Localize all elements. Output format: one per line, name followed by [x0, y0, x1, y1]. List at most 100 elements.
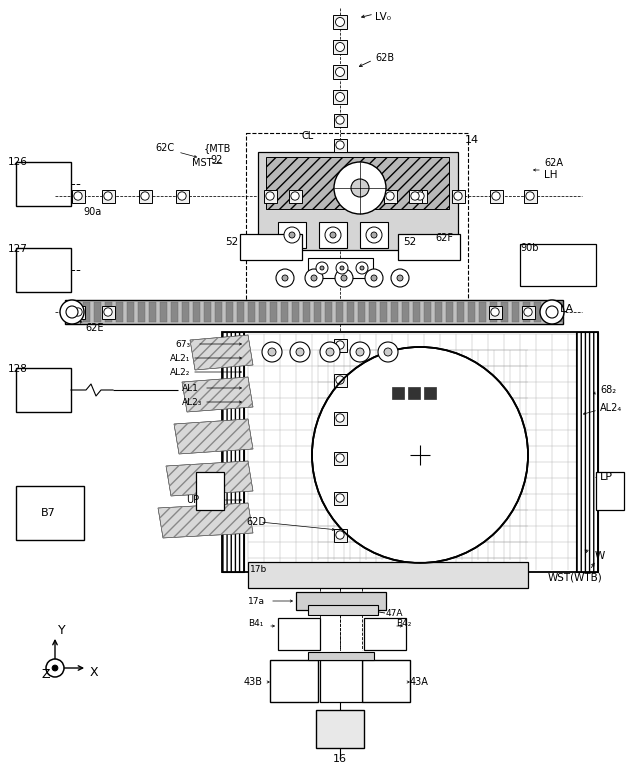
Bar	[278, 222, 306, 248]
Bar	[193, 302, 200, 322]
Bar	[258, 152, 458, 250]
Bar	[292, 302, 299, 322]
Text: LP: LP	[600, 472, 613, 482]
Bar	[72, 302, 79, 322]
Bar	[479, 302, 486, 322]
Bar	[16, 368, 71, 412]
Circle shape	[336, 262, 348, 274]
Bar	[127, 302, 134, 322]
Circle shape	[336, 376, 344, 384]
Bar	[435, 302, 442, 322]
Circle shape	[290, 342, 310, 362]
Bar	[138, 302, 145, 322]
Circle shape	[316, 262, 328, 274]
Bar	[16, 162, 71, 206]
Text: 17b: 17b	[250, 565, 268, 575]
Bar	[246, 133, 468, 315]
Text: 62F: 62F	[435, 233, 453, 243]
Circle shape	[384, 348, 392, 356]
Circle shape	[296, 348, 304, 356]
Bar	[520, 244, 596, 286]
Bar	[270, 660, 318, 702]
Circle shape	[46, 659, 64, 677]
Bar	[270, 302, 277, 322]
Bar	[204, 302, 211, 322]
Bar	[83, 302, 90, 322]
Circle shape	[326, 348, 334, 356]
Bar	[102, 306, 115, 318]
Circle shape	[386, 192, 394, 200]
Circle shape	[311, 275, 317, 281]
Bar	[278, 618, 320, 650]
Text: 43B: 43B	[244, 677, 263, 687]
Circle shape	[360, 266, 364, 270]
Circle shape	[74, 308, 82, 316]
Bar	[490, 302, 497, 322]
Text: 14: 14	[465, 135, 479, 145]
Text: AL2₃: AL2₃	[182, 397, 202, 406]
Circle shape	[330, 232, 336, 238]
Circle shape	[341, 275, 347, 281]
Bar	[333, 528, 346, 542]
Bar	[369, 302, 376, 322]
Bar	[65, 300, 563, 324]
Bar	[391, 302, 398, 322]
Bar	[171, 302, 178, 322]
Circle shape	[335, 42, 344, 52]
Bar	[333, 412, 346, 424]
Bar	[240, 234, 302, 260]
Bar	[149, 302, 156, 322]
Bar	[215, 302, 222, 322]
Bar	[314, 302, 321, 322]
Circle shape	[276, 269, 294, 287]
Text: 62A: 62A	[544, 158, 563, 168]
Bar	[596, 472, 624, 510]
Circle shape	[104, 308, 112, 316]
Bar	[316, 710, 364, 748]
Text: 90a: 90a	[83, 207, 101, 217]
Text: WST(WTB): WST(WTB)	[548, 572, 603, 582]
Bar	[402, 302, 409, 322]
Bar	[333, 139, 346, 151]
Bar	[308, 258, 373, 278]
Bar	[296, 592, 386, 610]
Circle shape	[378, 342, 398, 362]
Text: Y: Y	[58, 625, 66, 637]
Circle shape	[262, 342, 282, 362]
Text: X: X	[90, 666, 99, 678]
Bar	[320, 660, 362, 702]
Text: B7: B7	[40, 508, 56, 518]
Bar	[398, 234, 460, 260]
Text: MST―: MST―	[192, 158, 222, 168]
Text: {MTB: {MTB	[204, 143, 232, 153]
Circle shape	[336, 341, 344, 349]
Text: AL2₂: AL2₂	[170, 368, 190, 376]
Text: AL2₄: AL2₄	[600, 403, 622, 413]
Bar	[364, 618, 406, 650]
Circle shape	[312, 347, 528, 563]
Text: 62D: 62D	[246, 517, 266, 527]
Circle shape	[397, 275, 403, 281]
Bar	[325, 302, 332, 322]
Text: LV₀: LV₀	[375, 12, 391, 22]
Bar	[336, 302, 343, 322]
Text: 128: 128	[8, 364, 28, 374]
Text: Z: Z	[42, 669, 51, 681]
Circle shape	[416, 192, 424, 200]
Text: 62B: 62B	[375, 53, 394, 63]
Text: LH: LH	[544, 170, 557, 180]
Text: B4₂: B4₂	[396, 619, 412, 629]
Text: 43A: 43A	[410, 677, 429, 687]
Bar	[408, 387, 420, 399]
Bar	[333, 65, 347, 79]
Circle shape	[365, 269, 383, 287]
Circle shape	[334, 162, 386, 214]
Bar	[380, 302, 387, 322]
Polygon shape	[166, 461, 253, 496]
Bar	[72, 190, 84, 202]
Bar	[468, 302, 475, 322]
Bar	[16, 248, 71, 292]
Bar	[175, 190, 189, 202]
Text: B4₁: B4₁	[248, 619, 264, 629]
Bar	[105, 302, 112, 322]
